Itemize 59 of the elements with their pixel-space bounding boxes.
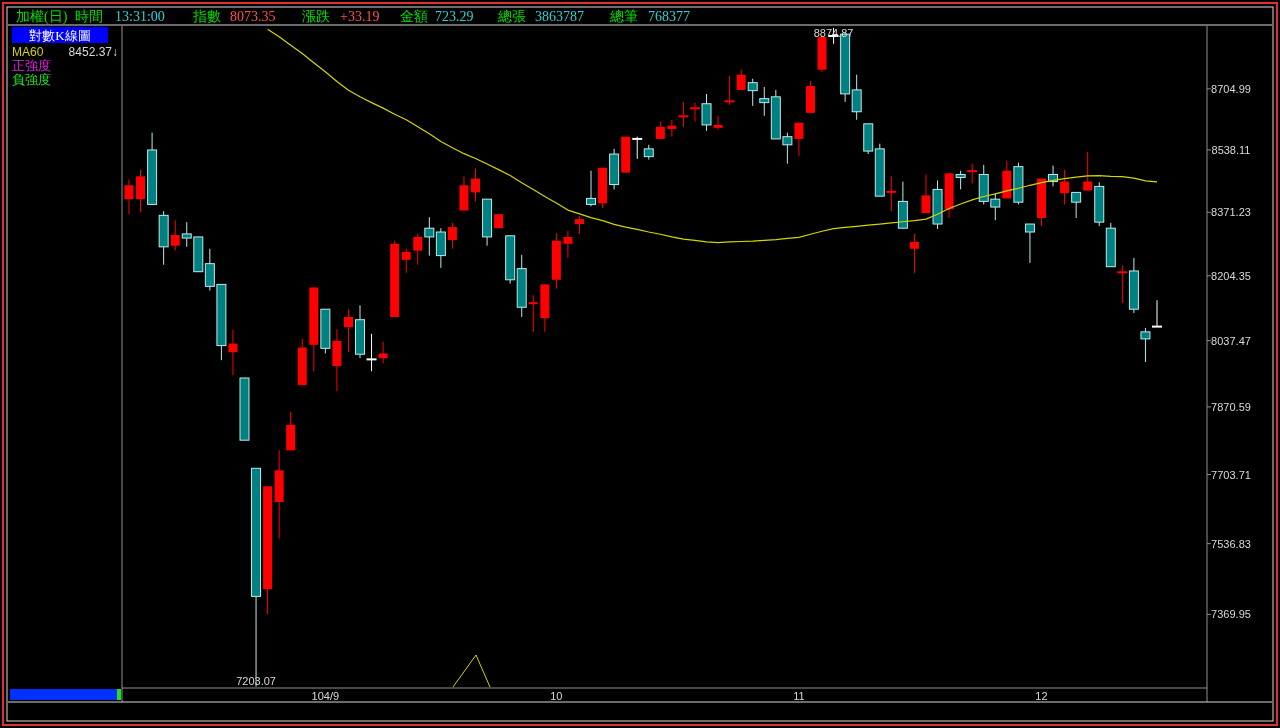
x-tick-label: 12 bbox=[1035, 690, 1048, 702]
candlestick bbox=[1060, 169, 1070, 205]
candlestick bbox=[688, 102, 701, 123]
candlestick bbox=[794, 122, 804, 157]
candlestick bbox=[1151, 299, 1163, 328]
candlestick bbox=[966, 163, 979, 184]
candlestick bbox=[921, 173, 931, 214]
y-tick-label: 7536.83 bbox=[1211, 537, 1251, 550]
candlestick bbox=[471, 168, 481, 202]
candlestick bbox=[528, 294, 538, 333]
candlestick bbox=[424, 216, 435, 257]
text: 負強度 bbox=[12, 72, 51, 87]
candlestick bbox=[586, 170, 597, 207]
candlestick bbox=[365, 333, 378, 372]
y-tick-label: 7703.71 bbox=[1211, 468, 1251, 481]
candlestick bbox=[851, 74, 862, 121]
candlestick bbox=[413, 233, 423, 266]
candlestick bbox=[1116, 265, 1129, 304]
candlestick bbox=[759, 86, 770, 117]
candlestick bbox=[401, 248, 411, 274]
x-tick-label: 11 bbox=[793, 690, 805, 702]
candlestick bbox=[677, 101, 690, 128]
candlestick bbox=[885, 175, 898, 212]
y-tick-label: 7369.95 bbox=[1211, 608, 1251, 621]
candlestick bbox=[1140, 327, 1151, 363]
y-tick-label: 7870.59 bbox=[1211, 400, 1251, 413]
candlestick bbox=[1024, 223, 1035, 264]
candlestick bbox=[736, 69, 746, 91]
y-tick-label: 8037.47 bbox=[1211, 334, 1251, 347]
candlestick bbox=[124, 178, 134, 215]
y-tick-label: 8538.11 bbox=[1211, 143, 1251, 156]
header: 加權(日) 時間 13:31:00 指數 8073.35 漲跌 +33.19 金額 723.29 總張 3863787 總筆 768377 bbox=[16, 9, 690, 24]
chart-title: 對數K線圖 bbox=[29, 28, 91, 43]
candlestick bbox=[701, 93, 712, 132]
candlestick bbox=[909, 233, 919, 274]
x-tick-label: 104/9 bbox=[311, 690, 340, 702]
text: 正強度 bbox=[12, 58, 51, 73]
y-tick-label: 8204.35 bbox=[1211, 269, 1251, 282]
candlestick bbox=[170, 219, 180, 252]
candlestick bbox=[378, 341, 388, 364]
candlestick bbox=[631, 136, 644, 160]
candlestick bbox=[955, 170, 966, 190]
candlestick bbox=[667, 119, 677, 138]
y-tick-label: 8371.23 bbox=[1211, 206, 1251, 219]
candlestick bbox=[563, 230, 573, 259]
candlestick bbox=[747, 78, 758, 107]
candlestick bbox=[713, 115, 723, 131]
title: 對數K線圖 bbox=[12, 27, 108, 43]
candlestick bbox=[343, 308, 353, 353]
candlestick bbox=[136, 169, 146, 213]
legend: MA60 8452.37↓ bbox=[12, 45, 118, 59]
candlestick bbox=[447, 222, 457, 250]
candlestick bbox=[228, 329, 238, 376]
candlestick bbox=[435, 227, 446, 269]
candlestick bbox=[1071, 191, 1082, 219]
y-tick-label: 8704.99 bbox=[1211, 82, 1251, 95]
candlestick bbox=[1083, 151, 1093, 192]
x-tick-label: 10 bbox=[550, 690, 563, 702]
candlestick bbox=[723, 75, 736, 106]
